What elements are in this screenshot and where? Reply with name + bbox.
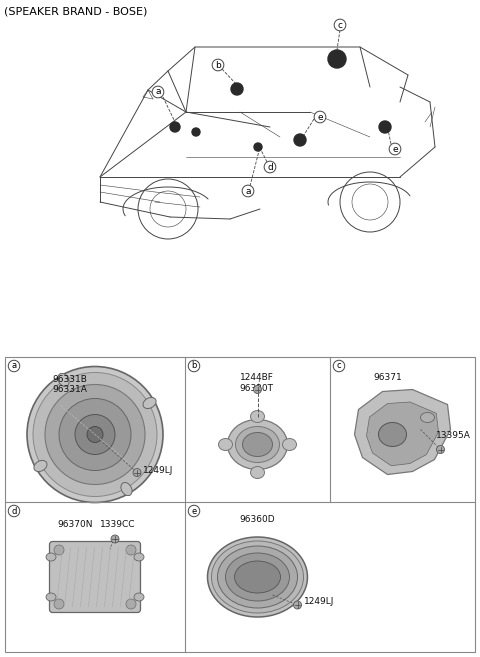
Circle shape [436,445,444,453]
Text: e: e [317,112,323,122]
Ellipse shape [235,561,280,593]
Text: c: c [337,20,343,30]
Polygon shape [355,390,451,474]
FancyBboxPatch shape [49,541,141,612]
Circle shape [27,367,163,503]
Text: b: b [192,361,197,371]
Ellipse shape [212,541,303,613]
Ellipse shape [217,546,298,608]
Text: 1249LJ: 1249LJ [303,597,334,606]
Ellipse shape [134,553,144,561]
Polygon shape [367,402,439,466]
Text: 96370N: 96370N [57,520,93,529]
Text: (SPEAKER BRAND - BOSE): (SPEAKER BRAND - BOSE) [4,7,147,17]
Circle shape [45,384,145,484]
Text: 96320T: 96320T [240,384,274,393]
Text: a: a [245,187,251,196]
Text: a: a [155,87,161,97]
Circle shape [294,134,306,146]
Text: b: b [215,60,221,70]
Circle shape [111,535,119,543]
Circle shape [87,426,103,443]
Text: e: e [192,507,197,516]
Text: 13395A: 13395A [435,432,470,440]
Ellipse shape [236,426,279,463]
Circle shape [54,599,64,609]
Ellipse shape [207,537,308,617]
Text: 1339CC: 1339CC [100,520,135,529]
Ellipse shape [134,593,144,601]
Text: 96371: 96371 [373,373,402,382]
Circle shape [254,143,262,151]
Text: 96331A: 96331A [53,385,87,394]
Ellipse shape [242,432,273,457]
Text: d: d [12,507,17,516]
Circle shape [59,399,131,470]
Circle shape [126,599,136,609]
Ellipse shape [251,411,264,422]
Text: 96331B: 96331B [53,375,87,384]
Circle shape [231,83,243,95]
Circle shape [379,121,391,133]
Text: 1244BF: 1244BF [240,373,274,382]
Text: 96360D: 96360D [240,515,276,524]
Circle shape [192,128,200,136]
Text: e: e [392,145,398,154]
Circle shape [328,50,346,68]
Ellipse shape [46,593,56,601]
Ellipse shape [379,422,407,447]
Circle shape [253,386,262,394]
Circle shape [75,415,115,455]
Ellipse shape [218,438,232,451]
Text: c: c [336,361,341,371]
Text: 1249LJ: 1249LJ [143,466,173,475]
Circle shape [170,122,180,132]
Ellipse shape [34,461,47,472]
Text: d: d [267,162,273,171]
Circle shape [133,468,141,476]
Text: a: a [12,361,17,371]
Ellipse shape [251,466,264,478]
Circle shape [126,545,136,555]
Ellipse shape [143,397,156,409]
Ellipse shape [46,553,56,561]
Ellipse shape [228,420,288,470]
Bar [5,357,475,652]
Circle shape [54,545,64,555]
Circle shape [293,601,301,609]
Ellipse shape [226,553,289,601]
Ellipse shape [58,373,69,386]
Ellipse shape [420,413,434,422]
Circle shape [33,373,157,497]
Ellipse shape [121,482,132,495]
Ellipse shape [283,438,297,451]
